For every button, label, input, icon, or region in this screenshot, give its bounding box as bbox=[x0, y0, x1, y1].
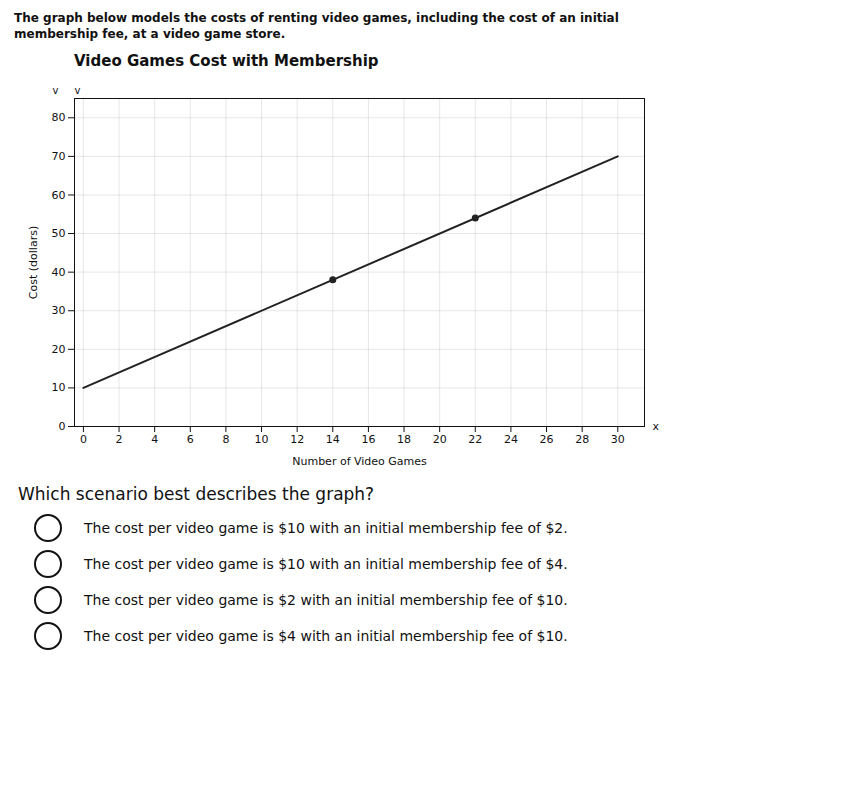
html-text:The graph below models the cos: The graph below models the costs of rent… bbox=[14, 11, 619, 25]
svg-text:x: x bbox=[653, 420, 660, 433]
svg-text:0: 0 bbox=[59, 420, 66, 433]
svg-text:16: 16 bbox=[361, 434, 375, 447]
html-text:Video Games Cost with Membersh: Video Games Cost with Membership bbox=[74, 52, 379, 71]
svg-text:70: 70 bbox=[52, 150, 66, 163]
svg-text:30: 30 bbox=[52, 305, 66, 318]
html-text:The cost per video game is $2: The cost per video game is $2 with an in… bbox=[84, 592, 568, 609]
html-text:Which scenario best describes: Which scenario best describes the graph? bbox=[18, 484, 375, 505]
svg-text:0: 0 bbox=[80, 434, 87, 447]
svg-text:28: 28 bbox=[575, 434, 589, 447]
svg-text:18: 18 bbox=[397, 434, 411, 447]
svg-text:10: 10 bbox=[52, 382, 66, 395]
svg-text:26: 26 bbox=[540, 434, 554, 447]
html-text:membership fee, at a video gam: membership fee, at a video game store. bbox=[14, 27, 286, 42]
svg-text:80: 80 bbox=[52, 112, 66, 125]
svg-text:2: 2 bbox=[116, 434, 123, 447]
svg-text:Cost (dollars): Cost (dollars) bbox=[27, 226, 40, 299]
svg-text:50: 50 bbox=[52, 227, 66, 240]
svg-text:v: v bbox=[53, 85, 59, 96]
svg-text:6: 6 bbox=[187, 434, 194, 447]
svg-text:Number of Video Games: Number of Video Games bbox=[292, 455, 427, 468]
svg-text:12: 12 bbox=[290, 434, 304, 447]
html-text:The cost per video game is $10: The cost per video game is $10 with an i… bbox=[84, 520, 568, 537]
svg-text:8: 8 bbox=[222, 434, 229, 447]
svg-text:10: 10 bbox=[255, 434, 269, 447]
html-text:The cost per video game is $4: The cost per video game is $4 with an in… bbox=[84, 628, 568, 645]
html-text:The cost per video game is $10: The cost per video game is $10 with an i… bbox=[84, 556, 568, 573]
svg-text:60: 60 bbox=[52, 189, 66, 202]
svg-text:14: 14 bbox=[326, 434, 340, 447]
svg-text:30: 30 bbox=[611, 434, 625, 447]
svg-text:20: 20 bbox=[52, 343, 66, 356]
svg-text:20: 20 bbox=[433, 434, 447, 447]
svg-text:22: 22 bbox=[468, 434, 482, 447]
svg-text:40: 40 bbox=[52, 266, 66, 279]
svg-text:24: 24 bbox=[504, 434, 518, 447]
svg-text:4: 4 bbox=[151, 434, 158, 447]
svg-text:v: v bbox=[75, 85, 81, 96]
